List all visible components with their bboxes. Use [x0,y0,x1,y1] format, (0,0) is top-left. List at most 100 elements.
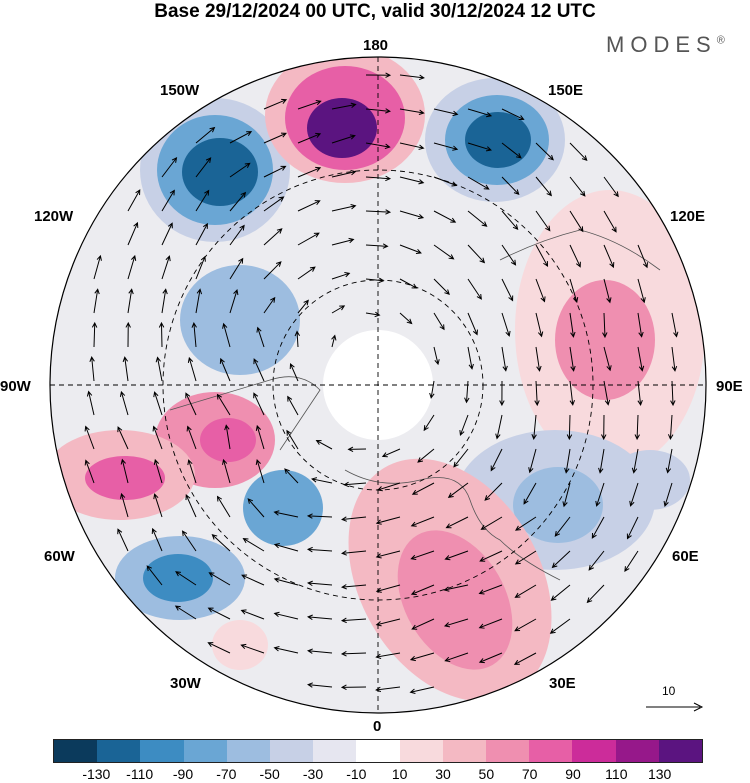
wind-arrow [120,492,129,518]
wind-arrow [637,244,648,269]
wind-arrow [347,446,367,453]
wind-arrow [375,618,401,627]
wind-arrow [331,134,356,144]
wind-arrow [263,261,282,280]
wind-arrow [125,321,131,348]
wind-arrow [634,414,640,441]
wind-arrow [219,357,231,382]
colorbar-tick-label: 70 [521,766,538,782]
wind-arrow [478,618,503,629]
wind-arrow [247,498,265,518]
wind-arrow [331,305,346,314]
wind-arrow [340,651,367,657]
wind-arrow [569,176,586,197]
colorbar-tick-label: -110 [126,766,154,782]
wind-arrow [671,312,679,338]
lon-label-150w: 150W [160,82,200,99]
wind-arrow [515,516,537,531]
wind-arrow [191,321,197,348]
wind-arrow [637,278,646,304]
wind-arrow [410,584,435,596]
wind-arrow [375,686,401,693]
wind-arrow [222,458,231,484]
anomaly-high-40w [212,620,268,670]
wind-arrow [399,142,425,150]
wind-arrow [603,346,612,372]
wind-arrow [256,326,265,348]
wind-arrow [535,346,542,372]
brand-name: MODES [606,32,717,57]
wind-arrow [433,142,459,151]
coastline-america [169,376,321,451]
wind-arrow [340,617,367,624]
wind-arrow [603,380,611,406]
wind-arrow [224,424,231,450]
wind-arrow [240,643,265,654]
wind-arrow [286,429,299,450]
wind-arrow [467,312,478,336]
wind-arrow [195,157,212,178]
wind-arrow [631,448,639,474]
wind-arrow [375,550,401,559]
wind-arrow [175,571,197,586]
wind-arrow [117,426,129,450]
wind-arrow [501,278,514,302]
wind-arrow [603,210,617,233]
wind-arrow [331,334,337,348]
wind-arrow [444,550,469,561]
lon-label-60w: 60W [44,548,75,565]
wind-arrow [294,330,301,348]
wind-arrow [89,356,95,382]
wind-arrow [187,459,197,484]
wind-arrow [211,533,231,552]
colorbar-swatch [486,740,530,762]
wind-arrow [375,652,401,660]
wind-arrow [365,243,389,249]
wind-arrow [624,550,639,573]
lon-label-60e: 60E [672,548,699,565]
colorbar [53,739,703,763]
wind-arrow [127,288,134,314]
wind-arrow [554,516,571,537]
anomaly-low-160e-core [465,112,531,168]
colorbar-swatch [658,740,703,762]
wind-arrow [181,530,197,552]
wind-arrow [341,516,367,522]
wind-arrow [501,210,519,231]
colorbar-tick-label: -70 [216,766,237,782]
wind-arrow [273,646,299,654]
wind-arrow [423,414,435,432]
wind-arrow [410,550,435,561]
colorbar-tick-label: -30 [302,766,324,782]
wind-arrow [569,346,576,372]
wind-arrow [535,176,552,197]
colorbar-tick-label: 110 [605,766,628,782]
wind-arrow [297,232,320,246]
wind-arrow [161,157,178,178]
wind-arrow [340,684,367,690]
wind-arrow [550,584,571,601]
anomaly-high-80w-core [200,418,256,462]
wind-arrow [146,565,163,586]
registered-mark: ® [716,34,725,47]
colorbar-swatch [529,740,573,762]
colorbar-tick-label: 90 [565,766,581,782]
lon-label-0: 0 [373,718,382,735]
wind-arrow [626,516,639,540]
wind-arrow [531,414,537,440]
wind-arrow [467,244,486,264]
wind-arrow [501,108,525,121]
wind-arrow [501,176,520,196]
wind-arrow [433,108,459,117]
wind-arrow [253,358,265,382]
wind-arrow [195,222,208,246]
anomaly-low-110w [180,265,300,375]
wind-arrow [569,244,581,268]
colorbar-swatch [54,740,98,762]
wind-arrow [569,380,575,406]
wind-arrow [467,176,490,190]
wind-arrow [629,482,639,507]
wind-arrow [306,513,333,519]
wind-arrow [207,607,231,620]
wind-arrow [161,255,171,280]
